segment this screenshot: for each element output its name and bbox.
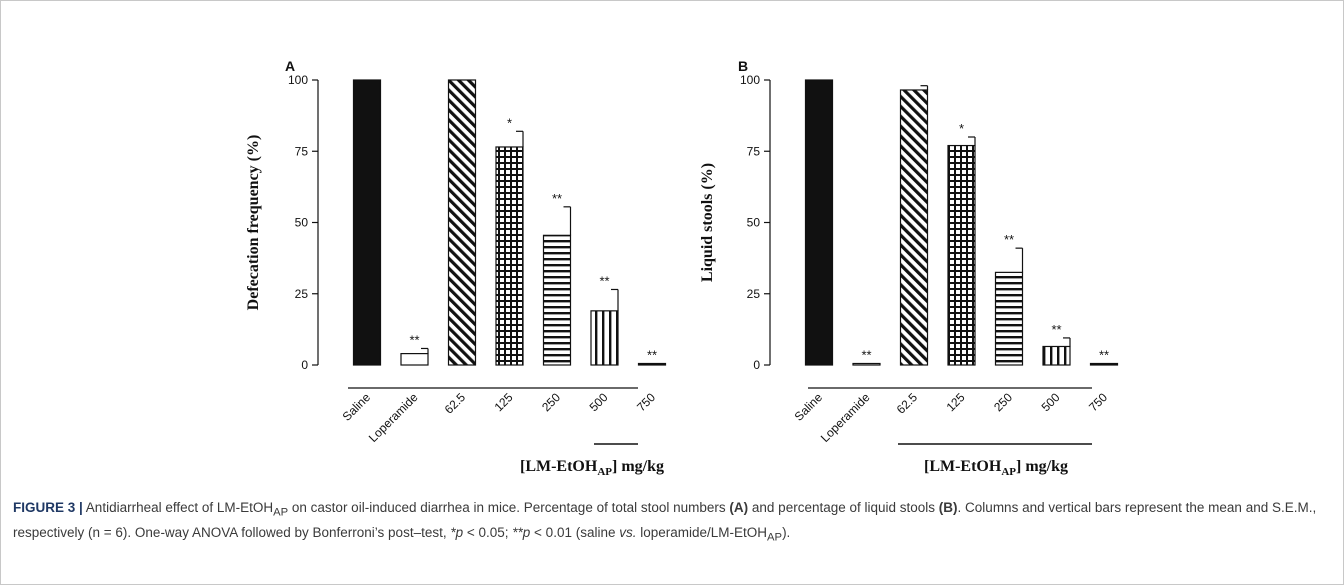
bar — [1042, 345, 1071, 366]
bar — [1089, 362, 1119, 366]
x-axis-title: [LM-EtOHAP] mg/kg — [520, 458, 664, 478]
category-label: 250 — [539, 390, 563, 414]
significance-marker: ** — [552, 191, 562, 206]
significance-marker: ** — [1099, 348, 1109, 363]
caption-panel-ref: (B) — [938, 500, 958, 515]
category-label: Loperamide — [366, 390, 421, 445]
category-label: 125 — [944, 390, 968, 414]
bar — [804, 79, 834, 366]
bar — [542, 234, 572, 366]
y-axis-title: Liquid stools (%) — [699, 163, 716, 282]
y-tick-label: 100 — [288, 73, 308, 87]
caption-text: ). — [782, 524, 791, 540]
significance-marker: ** — [409, 332, 419, 347]
figure-charts: A 0 25 50 75 100 Defecation frequency (%) Salin… — [245, 58, 1119, 478]
caption-italic: **p — [512, 524, 531, 540]
bar — [852, 362, 881, 366]
bar — [400, 353, 429, 366]
panel-b-chart: B 0 25 50 75 100 Liquid stools (%) Saline ** Lope… — [699, 58, 1119, 478]
category-label: Saline — [792, 390, 826, 424]
caption-italic: vs. — [619, 524, 637, 540]
caption-subscript: AP — [767, 531, 783, 544]
caption-subscript: AP — [273, 506, 289, 519]
category-label: Loperamide — [818, 390, 873, 445]
y-tick-label: 25 — [295, 287, 309, 301]
category-label: 750 — [634, 390, 658, 414]
caption-text: loperamide/LM-EtOH — [636, 524, 768, 540]
y-tick-label: 0 — [753, 358, 760, 372]
category-label: 500 — [587, 390, 611, 414]
bar — [590, 310, 619, 366]
significance-marker: * — [507, 115, 512, 130]
x-axis-title: [LM-EtOHAP] mg/kg — [924, 458, 1068, 478]
y-tick-label: 25 — [747, 287, 761, 301]
panel-letter: A — [285, 58, 295, 74]
caption-text: < 0.01 (saline — [530, 524, 620, 540]
bar — [352, 79, 382, 366]
category-label: 250 — [991, 390, 1015, 414]
caption-italic: *p — [450, 524, 464, 540]
category-label: 125 — [492, 390, 516, 414]
category-label: 750 — [1086, 390, 1110, 414]
category-label: 62.5 — [894, 390, 921, 417]
significance-marker: ** — [1051, 322, 1061, 337]
bar — [495, 146, 524, 366]
caption-text: . Columns and vertical bars represent th… — [13, 500, 1317, 540]
bar — [947, 144, 976, 366]
caption-text: on castor oil-induced diarrhea in mice. … — [288, 500, 730, 515]
caption-figure-label: FIGURE 3 | — [13, 500, 83, 515]
bar — [994, 271, 1024, 366]
figure-caption: FIGURE 3 | Antidiarrheal effect of LM-Et… — [13, 498, 1328, 547]
significance-marker: ** — [861, 348, 871, 363]
panel-letter: B — [738, 58, 748, 74]
significance-marker: * — [959, 121, 964, 136]
caption-text: and percentage of liquid stools — [748, 500, 939, 515]
caption-panel-ref: (A) — [729, 500, 749, 515]
category-label: 62.5 — [442, 390, 469, 417]
category-label: 500 — [1039, 390, 1063, 414]
panel-a-chart: A 0 25 50 75 100 Defecation frequency (%) Salin… — [245, 58, 667, 478]
significance-marker: ** — [599, 273, 609, 288]
significance-marker: ** — [1004, 232, 1014, 247]
category-label: Saline — [340, 390, 374, 424]
caption-text: < 0.05; — [463, 524, 513, 540]
y-tick-label: 100 — [740, 73, 760, 87]
y-axis-title: Defecation frequency (%) — [245, 135, 262, 311]
y-tick-label: 50 — [747, 216, 761, 230]
significance-marker: ** — [647, 348, 657, 363]
bar — [447, 79, 477, 366]
y-tick-label: 0 — [301, 358, 308, 372]
bar — [899, 89, 929, 366]
y-tick-label: 75 — [747, 144, 761, 158]
bar — [637, 362, 667, 366]
y-tick-label: 75 — [295, 144, 309, 158]
caption-text: Antidiarrheal effect of LM-EtOH — [82, 500, 274, 515]
y-tick-label: 50 — [295, 216, 309, 230]
